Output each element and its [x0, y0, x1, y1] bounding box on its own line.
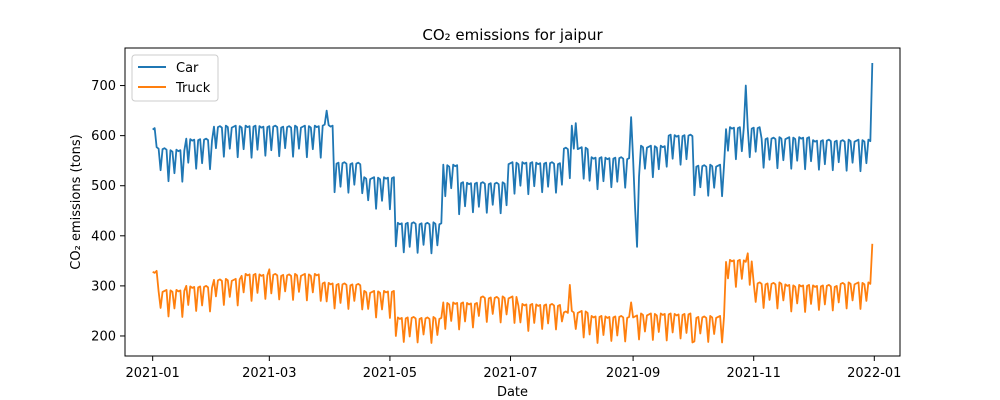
series-line-car	[152, 62, 874, 255]
plot-frame	[124, 47, 901, 357]
y-axis-ticks: 200 300 400 500 600 700	[91, 79, 125, 344]
series-line-truck	[152, 243, 874, 344]
y-tick-label: 200	[91, 329, 116, 344]
x-tick-label: 2021-07	[483, 366, 537, 381]
x-tick-label: 2021-11	[727, 366, 781, 381]
plot-area: 2021-01 2021-03 2021-05 2021-07 2021-09 2021-…	[91, 47, 901, 381]
x-tick-label: 2022-01	[847, 366, 901, 381]
x-tick-label: 2021-09	[606, 366, 660, 381]
x-axis-ticks: 2021-01 2021-03 2021-05 2021-07 2021-09 2021-…	[126, 356, 901, 381]
y-tick-label: 400	[91, 229, 116, 244]
legend-label-truck: Truck	[175, 81, 211, 96]
legend: Car Truck	[131, 54, 219, 102]
x-tick-label: 2021-03	[242, 366, 296, 381]
y-tick-label: 500	[91, 179, 116, 194]
y-axis-title: CO₂ emissions (tons)	[69, 134, 84, 269]
x-axis-title: Date	[497, 385, 528, 400]
plot-background	[125, 48, 900, 356]
chart-title: CO₂ emissions for jaipur	[422, 26, 603, 44]
y-tick-label: 600	[91, 129, 116, 144]
x-tick-label: 2021-05	[363, 366, 417, 381]
y-tick-label: 700	[91, 79, 116, 94]
series-lines	[152, 62, 874, 344]
x-tick-label: 2021-01	[126, 366, 180, 381]
y-tick-label: 300	[91, 279, 116, 294]
legend-label-car: Car	[176, 61, 199, 76]
